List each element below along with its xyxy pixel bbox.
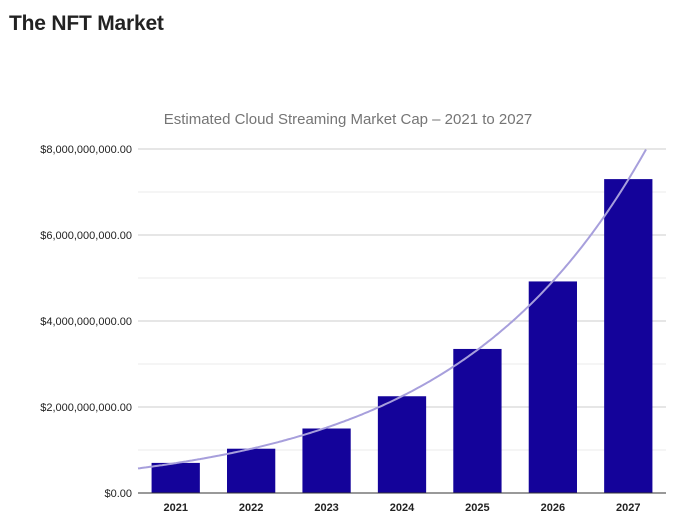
- page-title: The NFT Market: [9, 12, 164, 35]
- x-tick-label: 2023: [314, 502, 338, 514]
- y-tick-label: $8,000,000,000.00: [40, 144, 132, 156]
- bar-2023: [302, 428, 351, 493]
- bar-2021: [151, 462, 200, 493]
- bar-2024: [377, 396, 427, 493]
- bars: [151, 179, 653, 493]
- bar-2027: [604, 179, 653, 493]
- chart-title: Estimated Cloud Streaming Market Cap – 2…: [164, 111, 533, 128]
- y-tick-label: $6,000,000,000.00: [40, 230, 132, 242]
- x-tick-label: 2024: [390, 502, 415, 514]
- bar-2022: [227, 448, 276, 493]
- bar-2025: [453, 348, 502, 493]
- x-tick-label: 2025: [465, 502, 489, 514]
- bar-2026: [528, 281, 577, 493]
- x-tick-label: 2021: [163, 502, 187, 514]
- x-tick-label: 2022: [239, 502, 263, 514]
- x-tick-label: 2027: [616, 502, 640, 514]
- trendline: [137, 149, 647, 470]
- y-tick-label: $0.00: [104, 488, 132, 500]
- trendline-layer: [137, 149, 647, 470]
- y-axis-tick-labels: $0.00 $2,000,000,000.00 $4,000,000,000.00 $…: [40, 144, 132, 500]
- y-tick-label: $4,000,000,000.00: [40, 316, 132, 328]
- x-tick-label: 2026: [541, 502, 565, 514]
- x-axis-tick-labels: 2021 2022 2023 2024 2025 2026 2027: [163, 502, 640, 514]
- y-tick-label: $2,000,000,000.00: [40, 402, 132, 414]
